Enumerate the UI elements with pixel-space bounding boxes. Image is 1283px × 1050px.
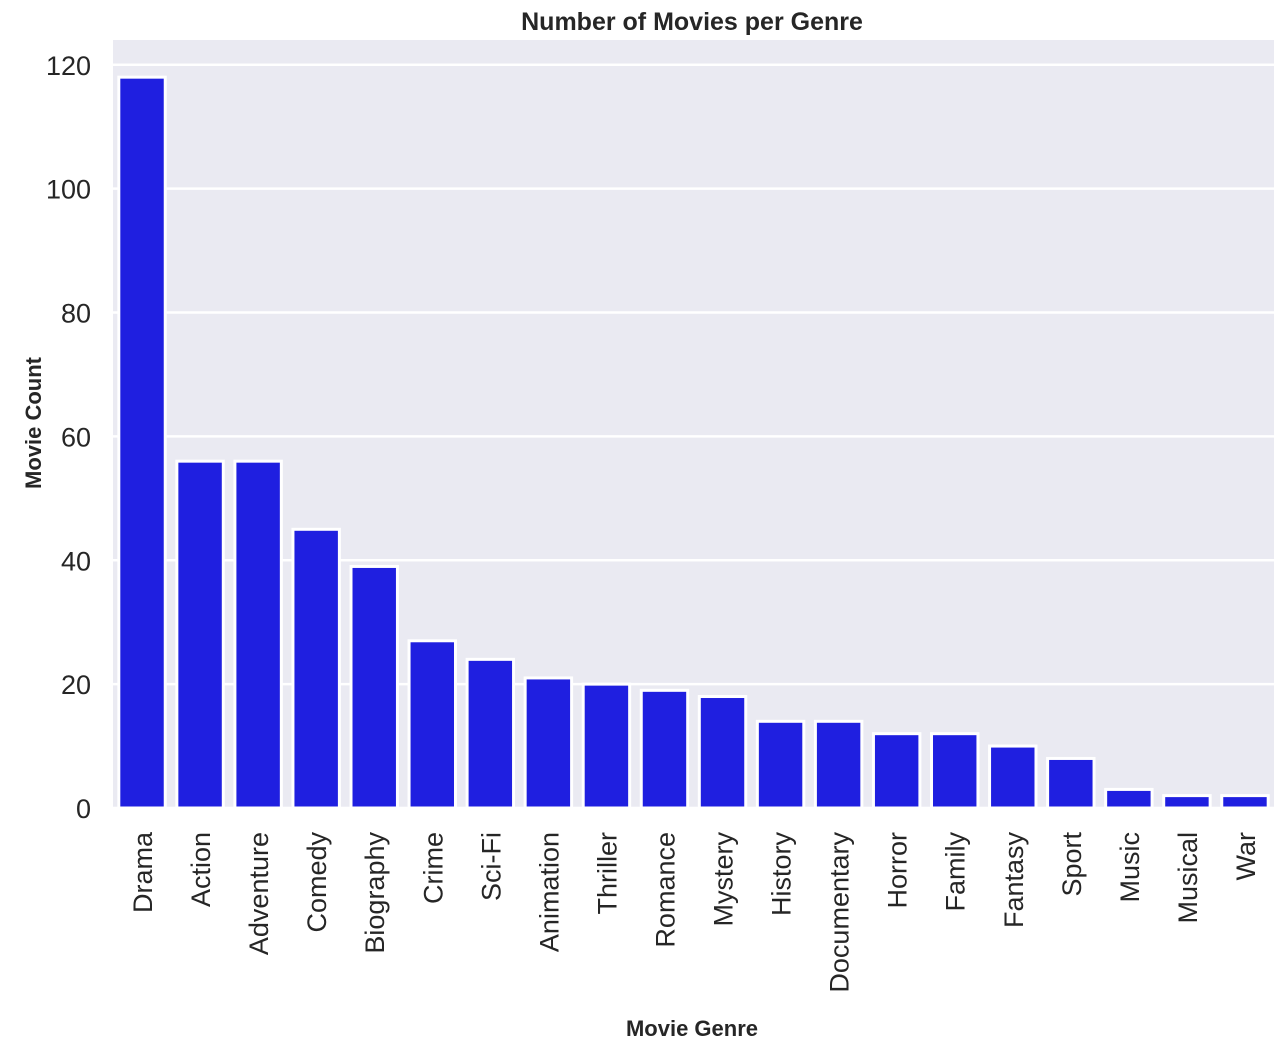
y-tick-label: 40	[61, 546, 91, 576]
plot-area	[113, 40, 1274, 808]
y-tick-label: 20	[61, 670, 91, 700]
x-tick-label: Fantasy	[999, 832, 1029, 929]
bar-music	[1104, 787, 1154, 810]
bar-comedy	[291, 527, 341, 810]
y-tick-label: 100	[46, 175, 91, 205]
bar-sport	[1046, 756, 1096, 810]
x-tick-label: Action	[186, 832, 216, 907]
x-tick-label: Documentary	[825, 832, 855, 993]
bar-mystery	[697, 695, 748, 810]
x-tick-label: Comedy	[302, 832, 332, 933]
bar-horror	[871, 732, 922, 810]
x-tick-label: Sport	[1057, 832, 1087, 897]
x-tick-label: Romance	[650, 832, 680, 948]
bar-history	[755, 719, 806, 810]
x-tick-label: War	[1231, 832, 1261, 881]
bar-musical	[1162, 794, 1212, 810]
x-tick-label: Thriller	[592, 832, 622, 915]
x-tick-label: Adventure	[244, 832, 274, 955]
x-tick-label: Crime	[418, 832, 448, 904]
y-tick-label: 80	[61, 299, 91, 329]
x-axis-label: Movie Genre	[626, 1016, 758, 1041]
bar-war	[1220, 794, 1270, 810]
bar-animation	[523, 676, 574, 810]
bar-fantasy	[988, 744, 1038, 810]
x-tick-label: History	[767, 832, 797, 917]
bar-action	[175, 459, 225, 810]
bar-crime	[407, 639, 457, 810]
bar-adventure	[233, 459, 283, 810]
x-tick-label: Mystery	[709, 832, 739, 927]
bar-documentary	[813, 719, 864, 810]
bar-drama	[117, 75, 167, 810]
x-tick-labels: Drama Action Adventure Comedy Biography Crime…	[128, 831, 1261, 993]
bars	[117, 75, 1270, 810]
x-tick-label: Drama	[128, 831, 158, 913]
x-tick-label: Biography	[360, 832, 390, 954]
y-tick-label: 0	[76, 794, 91, 824]
bar-romance	[639, 688, 690, 810]
x-tick-label: Music	[1115, 832, 1145, 903]
y-tick-labels: 0 20 40 60 80 100 120	[46, 51, 91, 824]
y-axis-label: Movie Count	[21, 356, 46, 489]
y-tick-label: 120	[46, 51, 91, 81]
chart-title: Number of Movies per Genre	[521, 8, 863, 36]
x-tick-label: Horror	[883, 832, 913, 909]
bar-sci-fi	[465, 657, 516, 810]
x-tick-label: Sci-Fi	[476, 832, 506, 901]
x-tick-label: Animation	[534, 832, 564, 952]
bar-thriller	[581, 682, 632, 810]
x-tick-label: Musical	[1173, 832, 1203, 924]
bar-family	[930, 732, 980, 810]
x-tick-label: Family	[941, 832, 971, 912]
y-tick-label: 60	[61, 422, 91, 452]
bar-biography	[349, 564, 399, 810]
